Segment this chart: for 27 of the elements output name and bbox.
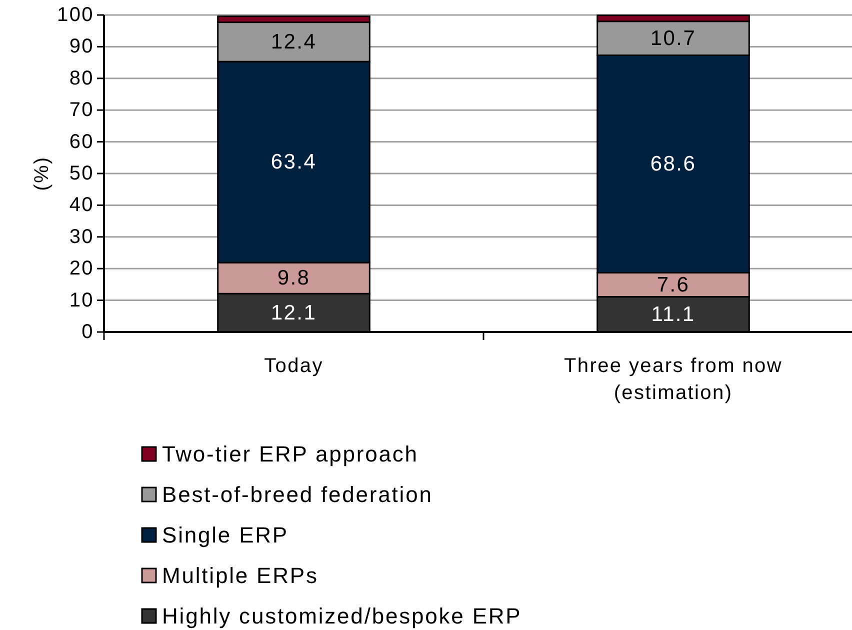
data-label: 7.6 [656, 273, 690, 296]
x-tick-label: Three years from now (estimation) [564, 355, 783, 404]
y-tick-label: 90 [69, 36, 94, 58]
y-tick-label: 80 [69, 67, 94, 90]
y-tick-label: 70 [69, 99, 94, 122]
data-label: 12.4 [270, 30, 317, 54]
data-label: 63.4 [270, 150, 317, 174]
legend-label: Highly customized/bespoke ERP [162, 604, 522, 628]
legend-label: Best-of-breed federation [162, 482, 433, 507]
data-label: 68.6 [650, 152, 696, 176]
legend-label: Single ERP [162, 522, 289, 548]
legend-label: Multiple ERPs [162, 563, 318, 588]
data-label: 10.7 [650, 26, 696, 50]
y-tick-label: 40 [69, 194, 94, 216]
y-tick-label: 50 [69, 162, 94, 184]
x-tick-label: Today [264, 355, 324, 377]
legend-label: Two-tier ERP approach [162, 442, 418, 466]
y-tick-label: 60 [69, 130, 94, 153]
y-tick-label: 10 [69, 289, 94, 312]
data-label: 11.1 [651, 302, 696, 326]
y-tick-label: 0 [82, 321, 94, 343]
data-label: 12.1 [270, 301, 317, 324]
y-tick-label: 20 [69, 258, 94, 280]
y-axis-title: (%) [31, 156, 53, 191]
data-label: 9.8 [277, 266, 310, 290]
y-tick-label: 100 [57, 4, 94, 26]
y-tick-label: 30 [69, 226, 94, 248]
